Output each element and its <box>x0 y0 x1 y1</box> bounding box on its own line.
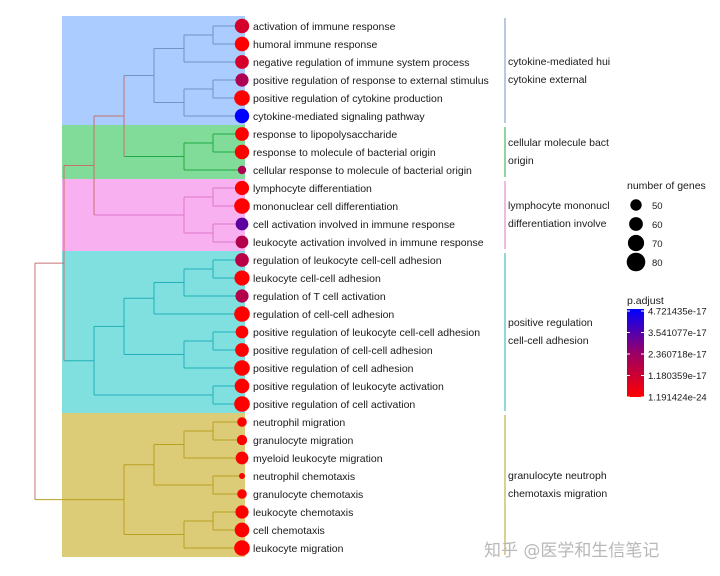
leaf-dot <box>235 217 249 231</box>
color-legend-label: 4.721435e-17 <box>648 307 707 318</box>
cluster-label-line: origin <box>508 155 534 167</box>
leaf-label: regulation of leukocyte cell-cell adhesi… <box>253 255 442 267</box>
cluster-label-line: cytokine-mediated hui <box>508 55 611 68</box>
leaf-label: leukocyte chemotaxis <box>253 507 353 519</box>
leaf-label: leukocyte activation involved in immune … <box>253 237 484 249</box>
leaf-dot <box>236 434 248 446</box>
leaf-label: cellular response to molecule of bacteri… <box>253 165 472 177</box>
leaf-label: humoral immune response <box>253 39 377 51</box>
cluster-label-line: granulocyte neutroph <box>508 470 607 482</box>
leaf-dot <box>234 108 250 124</box>
leaf-label: positive regulation of cell activation <box>253 399 415 411</box>
leaf-label: positive regulation of response to exter… <box>253 75 489 87</box>
leaf-dot <box>235 289 249 303</box>
leaf-label: regulation of cell-cell adhesion <box>253 309 394 321</box>
cluster-label: cellular molecule bact origin <box>508 134 611 170</box>
leaf-dot <box>234 306 250 322</box>
leaf-dot <box>234 90 250 106</box>
leaf-dot <box>237 165 247 175</box>
leaf-dot <box>234 270 250 286</box>
size-legend-title: number of genes <box>627 180 706 192</box>
leaf-dot <box>234 540 250 556</box>
leaf-dot <box>234 360 250 376</box>
size-legend-label: 80 <box>652 258 663 269</box>
leaf-dot <box>234 144 250 160</box>
leaf-label: cell chemotaxis <box>253 525 325 537</box>
cluster-label-line: positive regulation <box>508 317 593 329</box>
leaf-label: granulocyte migration <box>253 435 354 447</box>
leaf-label: mononuclear cell differentiation <box>253 201 398 213</box>
leaf-label: myeloid leukocyte migration <box>253 453 383 465</box>
leaf-label: leukocyte migration <box>253 543 344 555</box>
leaf-label: neutrophil migration <box>253 417 345 429</box>
leaf-label: positive regulation of cell adhesion <box>253 363 414 375</box>
leaf-dot <box>234 396 250 412</box>
leaf-dot <box>235 127 249 141</box>
leaf-label: positive regulation of leukocyte activat… <box>253 381 444 393</box>
leaf-label: regulation of T cell activation <box>253 291 386 303</box>
color-legend-label: 1.180359e-17 <box>648 371 707 382</box>
size-legend-label: 50 <box>652 201 663 212</box>
leaf-dot <box>235 73 249 87</box>
leaf-label: response to molecule of bacterial origin <box>253 147 436 159</box>
leaf-label: granulocyte chemotaxis <box>253 489 363 501</box>
size-legend-label: 60 <box>652 220 663 231</box>
size-legend-dot <box>626 252 646 272</box>
leaf-label: negative regulation of immune system pro… <box>253 57 470 69</box>
size-legend-dot <box>627 234 645 252</box>
size-legend-dot <box>630 199 642 211</box>
cluster-label: cytokine-mediated hui cytokine external <box>508 53 611 89</box>
cluster-label-line: chemotaxis migration <box>508 488 608 500</box>
leaf-label: positive regulation of cell-cell adhesio… <box>253 345 433 357</box>
leaf-dot <box>235 253 249 267</box>
leaf-label: cell activation involved in immune respo… <box>253 219 455 231</box>
leaf-dot <box>234 18 250 34</box>
leaf-label: cytokine-mediated signaling pathway <box>253 111 425 123</box>
leaf-dot <box>237 489 247 499</box>
color-legend-label: 2.360718e-17 <box>648 350 707 361</box>
color-legend-label: 3.541077e-17 <box>648 328 707 339</box>
leaf-dot <box>239 473 245 479</box>
leaf-label: positive regulation of cytokine producti… <box>253 93 443 105</box>
leaf-dot <box>235 235 249 249</box>
size-legend-label: 70 <box>652 239 663 250</box>
cluster-label: positive regulation cell-cell adhesion <box>508 314 611 350</box>
leaf-dot <box>235 325 249 339</box>
watermark: 知乎 @医学和生信笔记 <box>484 541 660 561</box>
color-legend-title: p.adjust <box>627 295 664 307</box>
leaf-label: activation of immune response <box>253 21 396 33</box>
leaf-dot <box>234 378 250 394</box>
leaf-label: leukocyte cell-cell adhesion <box>253 273 381 285</box>
cluster-label-line: cell-cell adhesion <box>508 335 589 347</box>
leaf-dot <box>234 36 250 52</box>
leaf-dot <box>237 417 247 427</box>
leaf-dot <box>235 55 249 69</box>
cluster-label: lymphocyte mononucl differentiation invol… <box>508 197 611 233</box>
leaf-dot <box>234 180 250 196</box>
size-legend-dot <box>629 217 643 231</box>
leaf-dot <box>234 522 250 538</box>
leaf-label: lymphocyte differentiation <box>253 183 372 195</box>
leaf-label: neutrophil chemotaxis <box>253 471 355 483</box>
leaf-label: response to lipopolysaccharide <box>253 129 397 141</box>
cluster-label-line: cytokine external <box>508 73 587 86</box>
color-legend-bar <box>627 309 644 397</box>
leaf-label: positive regulation of leukocyte cell-ce… <box>253 327 480 339</box>
leaf-dot <box>235 505 249 519</box>
leaf-dot <box>234 198 250 214</box>
color-legend-label: 1.191424e-24 <box>648 393 707 404</box>
cluster-label-line: lymphocyte mononucl <box>508 200 610 212</box>
cluster-label-line: differentiation involve <box>508 218 607 230</box>
cluster-label-line: cellular molecule bact <box>508 137 609 149</box>
cluster-label: granulocyte neutroph chemotaxis migration <box>508 467 611 503</box>
leaf-dot <box>235 451 249 465</box>
leaf-dot <box>235 343 249 357</box>
